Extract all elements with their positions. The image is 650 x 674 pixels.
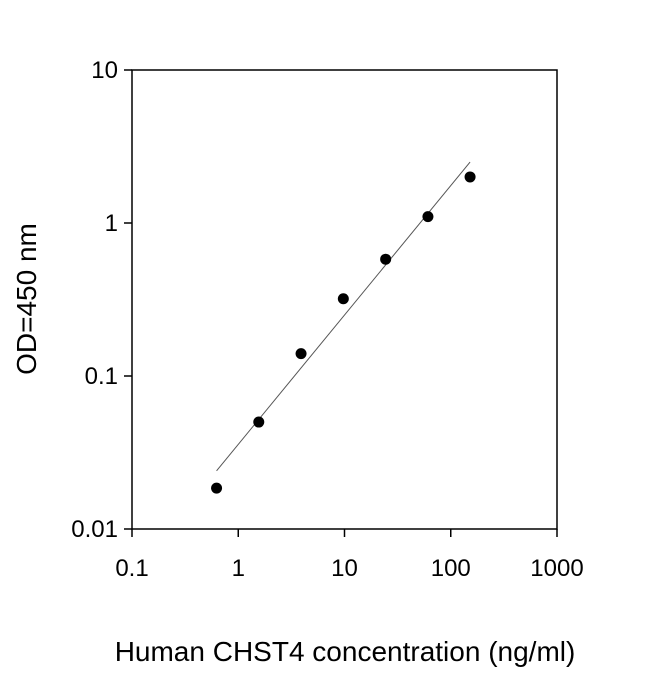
y-tick-label: 0.01 [71, 516, 118, 543]
y-tick-label: 0.1 [85, 363, 118, 390]
y-tick-label: 10 [91, 57, 118, 84]
data-point [253, 416, 265, 428]
data-point [211, 482, 223, 494]
data-point [464, 171, 476, 183]
data-points [211, 171, 476, 494]
y-tick-label: 1 [105, 210, 118, 237]
y-axis-title: OD=450 nm [11, 223, 42, 375]
data-point [295, 348, 307, 360]
data-point [380, 253, 392, 265]
x-tick-label: 100 [431, 555, 471, 582]
x-axis-title: Human CHST4 concentration (ng/ml) [115, 636, 576, 667]
x-tick-label: 0.1 [115, 555, 148, 582]
data-point [337, 293, 349, 305]
x-tick-label: 1000 [530, 555, 583, 582]
x-axis: 0.1 1 10 100 1000 [115, 529, 584, 582]
y-axis: 0.01 0.1 1 10 [71, 57, 132, 543]
x-tick-label: 10 [331, 555, 358, 582]
data-point [422, 211, 434, 223]
x-tick-label: 1 [232, 555, 245, 582]
